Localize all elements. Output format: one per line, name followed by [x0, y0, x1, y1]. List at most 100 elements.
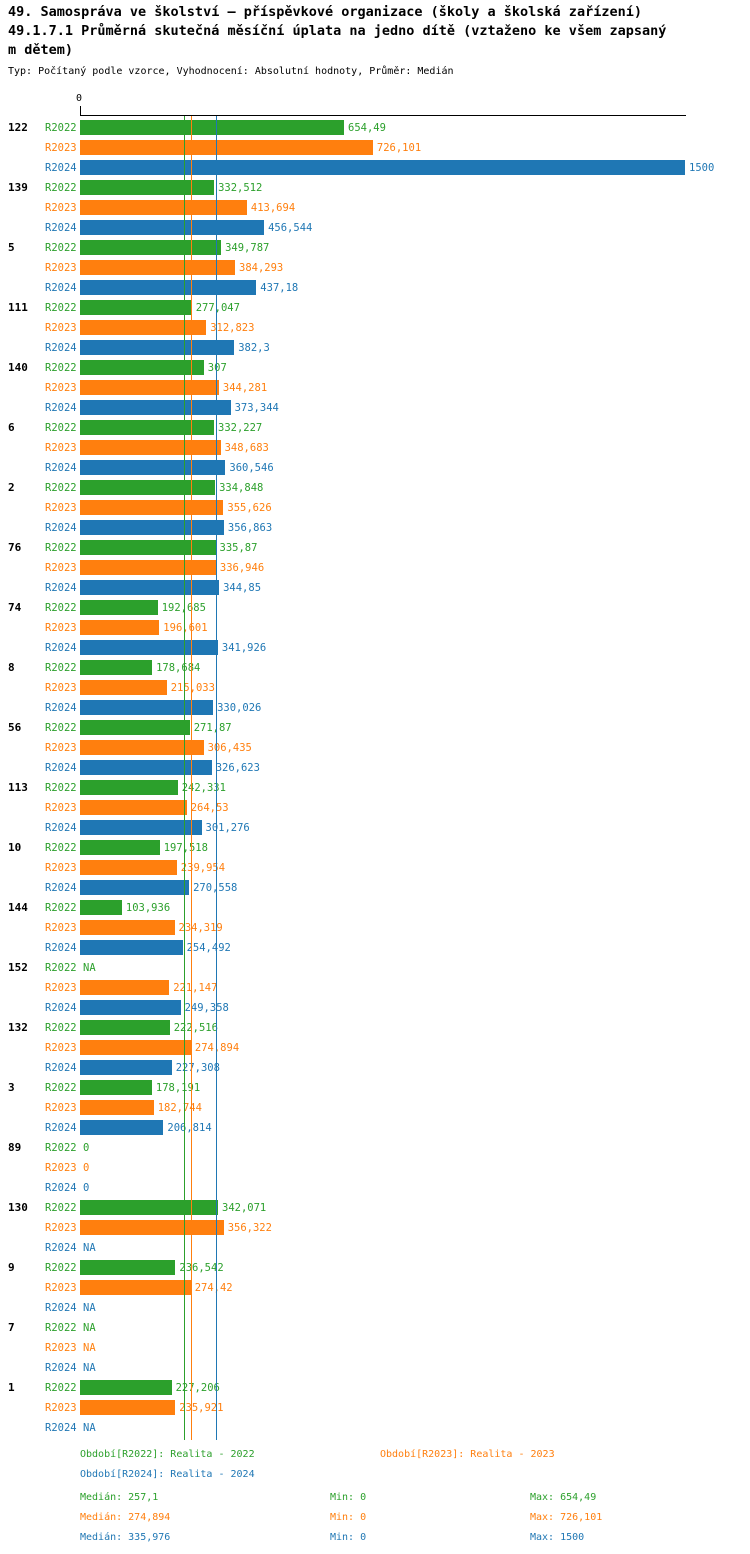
bar-r2024	[80, 880, 190, 895]
chart-row: 130 R2022 342,071	[0, 1198, 750, 1218]
chart-row: 140 R2022 307	[0, 358, 750, 378]
value-label: 182,744	[157, 1102, 202, 1114]
bar-group-89: 89 R2022 0 R2023 0 R2024 0	[0, 1138, 750, 1198]
series-label-r2023: R2023	[45, 562, 77, 574]
chart-row: R2023 NA	[0, 1338, 750, 1358]
bar-r2022	[80, 900, 122, 915]
bar-group-2: 2 R2022 334,848 R2023 355,626 R2024 356,863	[0, 478, 750, 538]
bar-r2023	[80, 140, 373, 155]
series-label-r2024: R2024	[45, 1122, 77, 1134]
chart-title: 49. Samospráva ve školství – příspěvkové…	[8, 4, 642, 20]
value-label: 270,558	[193, 882, 237, 895]
group-label: 10	[8, 841, 22, 854]
group-label: 152	[8, 961, 28, 974]
series-label-r2023: R2023	[45, 742, 77, 754]
chart-row: R2023 306,435	[0, 738, 750, 758]
stat-max-r2023: Max: 726,101	[530, 1512, 603, 1523]
chart-row: R2023 274,42	[0, 1278, 750, 1298]
series-label-r2023: R2023	[45, 802, 77, 814]
chart-row: 152 R2022 NA	[0, 958, 750, 978]
bar-r2024	[80, 400, 231, 415]
bar-r2023	[80, 740, 204, 755]
value-label: 178,191	[155, 1082, 201, 1094]
series-label-r2023: R2023	[45, 982, 77, 994]
value-label: 206,814	[167, 1122, 212, 1134]
bar-r2023	[80, 320, 207, 335]
chart-row: 1 R2022 227,206	[0, 1378, 750, 1398]
value-label: 1500	[689, 162, 715, 174]
chart-row: R2024 249,358	[0, 998, 750, 1018]
series-label-r2024: R2024	[45, 342, 77, 354]
chart-row: R2024 382,3	[0, 338, 750, 358]
chart-row: R2023 264,53	[0, 798, 750, 818]
value-label: 227,308	[175, 1062, 220, 1074]
series-label-r2024: R2024	[45, 462, 77, 474]
chart-row: R2024 206,814	[0, 1118, 750, 1138]
value-label: 382,3	[238, 342, 270, 354]
bar-group-111: 111 R2022 277,047 R2023 312,823 R2024 382,3	[0, 298, 750, 358]
chart-row: R2023 348,683	[0, 438, 750, 458]
series-label-r2024: R2024	[45, 1002, 77, 1014]
series-label-r2023: R2023	[45, 1402, 77, 1414]
value-label: NA	[83, 1242, 96, 1254]
value-label: NA	[83, 1302, 96, 1314]
bar-r2022	[80, 1200, 218, 1215]
group-label: 139	[8, 181, 28, 194]
series-label-r2022: R2022	[45, 1022, 77, 1034]
series-label-r2023: R2023	[45, 1102, 77, 1114]
group-label: 122	[8, 121, 28, 134]
value-label: 274,894	[194, 1042, 240, 1054]
chart-row: R2023 234,319	[0, 918, 750, 938]
value-label: 341,926	[221, 642, 267, 654]
stat-min-r2024: Min: 0	[330, 1532, 367, 1543]
series-label-r2023: R2023	[45, 922, 77, 934]
value-label: NA	[83, 1422, 96, 1434]
chart-row: R2024 270,558	[0, 878, 750, 898]
value-label: 344,85	[223, 582, 262, 594]
bar-group-144: 144 R2022 103,936 R2023 234,319 R2024 254,492	[0, 898, 750, 958]
series-label-r2022: R2022	[45, 782, 77, 794]
series-label-r2022: R2022	[45, 662, 77, 674]
value-label: 356,322	[227, 1222, 272, 1234]
axis-tick	[80, 106, 81, 115]
legend-item-r2024: Období[R2024]: Realita - 2024	[80, 1469, 255, 1480]
bar-group-132: 132 R2022 222,516 R2023 274,894 R2024 227,308	[0, 1018, 750, 1078]
median-line-r2024	[215, 116, 217, 1440]
group-label: 3	[8, 1081, 15, 1094]
bar-r2022	[80, 840, 160, 855]
chart-row: R2023 239,954	[0, 858, 750, 878]
chart-row: R2024 360,546	[0, 458, 750, 478]
chart-row: R2023 274,894	[0, 1038, 750, 1058]
stat-min-r2022: Min: 0	[330, 1492, 367, 1503]
value-label: 242,331	[181, 782, 226, 794]
value-label: 271,87	[193, 722, 232, 734]
value-label: 235,921	[179, 1402, 224, 1414]
chart-row: R2024 456,544	[0, 218, 750, 238]
series-label-r2022: R2022	[45, 1382, 77, 1394]
value-label: 0	[83, 1162, 90, 1174]
series-label-r2024: R2024	[45, 882, 77, 894]
bar-r2024	[80, 220, 265, 235]
bar-group-122: 122 R2022 654,49 R2023 726,101 R2024 1500	[0, 118, 750, 178]
value-label: 178,684	[156, 662, 201, 674]
chart-row: 2 R2022 334,848	[0, 478, 750, 498]
bar-r2022	[80, 1020, 170, 1035]
bar-group-7: 7 R2022 NA R2023 NA R2024 NA	[0, 1318, 750, 1378]
series-label-r2022: R2022	[45, 182, 77, 194]
value-label: NA	[83, 1342, 96, 1354]
value-label: 277,047	[195, 302, 240, 314]
value-label: 349,787	[225, 242, 270, 254]
value-label: 726,101	[376, 142, 422, 154]
bar-group-56: 56 R2022 271,87 R2023 306,435 R2024 326,623	[0, 718, 750, 778]
value-label: 254,492	[186, 942, 231, 954]
bar-r2023	[80, 620, 160, 635]
series-label-r2022: R2022	[45, 722, 77, 734]
stat-median-r2022: Medián: 257,1	[80, 1492, 159, 1503]
series-label-r2023: R2023	[45, 322, 77, 334]
group-label: 9	[8, 1261, 15, 1274]
value-label: 239,954	[180, 862, 226, 874]
chart-row: R2024 0	[0, 1178, 750, 1198]
value-label: 234,319	[178, 922, 223, 934]
bar-r2024	[80, 640, 218, 655]
value-label: 222,516	[173, 1022, 218, 1034]
